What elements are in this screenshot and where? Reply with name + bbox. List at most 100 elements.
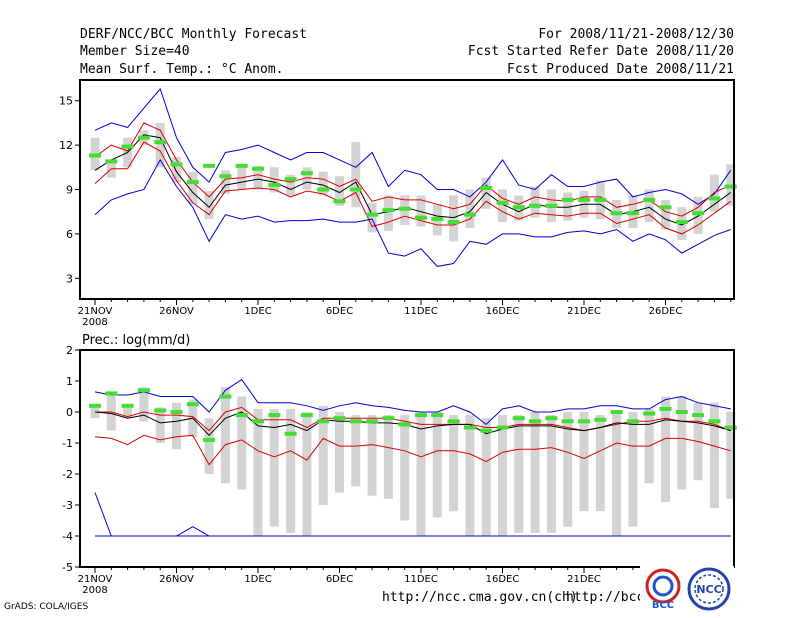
panel1-box-day-18 — [367, 202, 377, 233]
panel2-ytick-label: -3 — [62, 499, 73, 512]
panel2-xtick-label: 16DEC — [486, 574, 520, 585]
ncc-logo-text: NCC — [696, 583, 721, 596]
ncc-url-link[interactable]: http://ncc.cma.gov.cn(ch) — [382, 590, 578, 605]
panel1-ytick-label: 6 — [66, 228, 73, 241]
panel2-box-day-30 — [563, 412, 573, 527]
panel2-box-day-13 — [286, 408, 296, 533]
panel1-box-day-11 — [253, 165, 263, 190]
panel1-xtick-label: 21DEC — [567, 306, 601, 317]
panel2-xtick-label: 6DEC — [326, 574, 353, 585]
panel1-box-day-23 — [449, 195, 459, 242]
panel2-box-day-6 — [172, 402, 181, 450]
panel1-xtick-label: 16DEC — [486, 306, 520, 317]
panel2-ytick-label: -2 — [62, 468, 73, 481]
panel2-box-day-18 — [367, 415, 377, 496]
panel1-xtick-label: 21NOV — [78, 306, 113, 317]
panel2-ytick-label: -1 — [62, 437, 73, 450]
panel1-line-min — [94, 158, 731, 267]
panel1-box-day-15 — [318, 171, 328, 196]
panel2-median-day-28 — [529, 419, 542, 424]
temp-variable-label: Mean Surf. Temp.: °C Anom. — [80, 62, 284, 77]
panel1-xtick-year: 2008 — [82, 317, 107, 328]
panel1-box-day-9 — [220, 170, 230, 194]
panel1-median-day-13 — [284, 177, 297, 182]
panel2-ytick-label: 2 — [66, 344, 73, 357]
panel2-xtick-year: 2008 — [82, 585, 107, 596]
panel1-median-day-30 — [561, 197, 574, 202]
panel2-line-upper — [95, 406, 731, 432]
panel1-line-upper — [94, 122, 731, 217]
panel2-box-day-37 — [677, 396, 687, 490]
panel2-line-max — [94, 378, 731, 426]
panel2-median-day-33 — [610, 410, 623, 414]
panel1-box-day-7 — [188, 171, 198, 205]
panel1-median-day-26 — [496, 200, 509, 205]
panel2-box-day-3 — [123, 405, 133, 419]
panel2-median-day-3 — [121, 403, 134, 408]
panel1-median-day-2 — [105, 159, 118, 164]
panel1-box-day-26 — [498, 189, 507, 223]
panel1-median-day-27 — [512, 205, 525, 210]
panel1-median-day-28 — [529, 203, 542, 208]
panel1-xtick-label: 11DEC — [404, 306, 438, 317]
panel1-box-day-38 — [693, 196, 703, 234]
panel2-median-day-29 — [545, 416, 558, 421]
panel2-box-day-11 — [253, 408, 263, 536]
panel1-ytick-label: 3 — [66, 272, 73, 285]
panel1-box-day-30 — [563, 192, 573, 221]
panel1-median-day-4 — [137, 135, 150, 140]
panel2-box-day-10 — [237, 396, 247, 490]
panel1-xtick-label: 1DEC — [244, 306, 271, 317]
panel2-box-day-32 — [595, 415, 605, 512]
member-size-label: Member Size=40 — [80, 44, 190, 59]
panel1-median-day-29 — [545, 203, 558, 208]
panel2-box-day-28 — [530, 412, 540, 533]
panel2-median-day-21 — [415, 413, 427, 418]
panel1-median-day-34 — [626, 211, 639, 216]
panel2-box-day-21 — [416, 412, 426, 536]
panel1-box-day-8 — [204, 190, 214, 220]
panel2-median-day-18 — [366, 419, 379, 424]
panel1-median-day-19 — [382, 208, 395, 213]
panel1-median-day-15 — [317, 187, 330, 192]
panel1-median-day-14 — [300, 171, 313, 176]
panel2-median-day-31 — [578, 419, 590, 424]
panel2-box-day-17 — [351, 415, 361, 487]
panel2-ytick-label: 1 — [66, 375, 73, 388]
panel2-xtick-label: 1DEC — [244, 574, 271, 585]
panel1-box-day-21 — [416, 195, 426, 227]
panel1-box-day-6 — [172, 156, 181, 183]
panel1-median-day-12 — [268, 183, 281, 188]
panel2-median-day-19 — [382, 416, 395, 421]
panel1-median-day-8 — [203, 163, 216, 168]
panel2-median-day-14 — [300, 413, 313, 418]
panel1-median-day-25 — [480, 186, 493, 191]
panel1-xtick-label: 26NOV — [159, 306, 194, 317]
panel1-line-mean — [94, 134, 731, 226]
bcc-url-link[interactable]: http://bcc. — [566, 590, 653, 605]
panel1-box-day-35 — [644, 189, 654, 223]
panel2-median-day-39 — [708, 419, 721, 424]
panel2-median-day-15 — [317, 419, 330, 424]
panel1-median-day-18 — [366, 212, 379, 217]
panel1-median-day-6 — [170, 162, 183, 167]
panel2-box-day-9 — [220, 387, 230, 484]
panel2-median-day-24 — [463, 425, 476, 430]
panel1-median-day-10 — [235, 163, 248, 168]
panel2-median-day-37 — [675, 410, 688, 414]
panel1-median-day-35 — [643, 197, 656, 202]
panel2-median-day-32 — [594, 417, 607, 422]
panel2-ytick-label: -5 — [62, 561, 73, 574]
fcst-produced-label: Fcst Produced Date 2008/11/21 — [507, 62, 734, 77]
panel2-box-day-27 — [514, 415, 524, 533]
panel1-box-day-14 — [302, 167, 312, 190]
panel1-line-max — [94, 87, 732, 205]
panel2-median-day-38 — [692, 413, 705, 418]
panel1-median-day-17 — [349, 187, 362, 192]
panel2-median-day-30 — [561, 419, 574, 424]
panel2-median-day-6 — [170, 410, 183, 414]
panel1-median-day-21 — [415, 215, 427, 220]
panel2-median-day-20 — [398, 422, 411, 427]
panel2-median-day-2 — [105, 391, 118, 396]
